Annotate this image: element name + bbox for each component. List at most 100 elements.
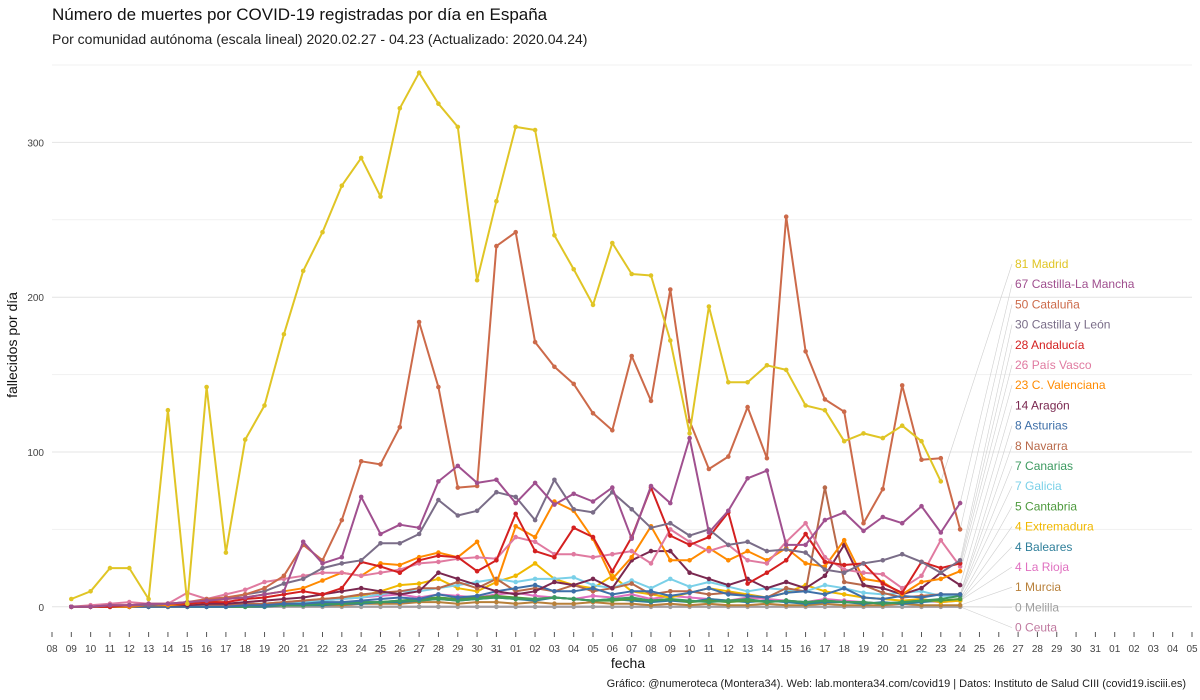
data-point xyxy=(841,592,847,597)
series-end-value: 8 xyxy=(1015,419,1022,433)
data-point xyxy=(629,581,634,586)
series-end-name: Baleares xyxy=(1025,540,1072,554)
data-point xyxy=(668,520,673,526)
data-point xyxy=(726,542,731,548)
data-point xyxy=(552,502,557,507)
data-point xyxy=(803,561,808,566)
series-end-name: Ceuta xyxy=(1025,621,1057,635)
data-point xyxy=(803,520,808,526)
data-point xyxy=(822,485,828,490)
data-point xyxy=(320,565,325,571)
series-end-name: Galicia xyxy=(1025,479,1062,493)
x-tick-label: 07 xyxy=(626,644,638,655)
data-point xyxy=(378,194,383,199)
data-point xyxy=(436,384,441,390)
data-point xyxy=(552,364,557,370)
data-point xyxy=(339,554,345,560)
data-point xyxy=(474,539,480,545)
series-end-value: 0 xyxy=(1015,621,1022,635)
leader-line xyxy=(959,324,1013,561)
leader-line xyxy=(960,586,1013,606)
series-end-label: 8 Navarra xyxy=(1015,439,1068,453)
data-point xyxy=(745,404,750,410)
data-point xyxy=(726,454,731,459)
series-end-name: C. Valenciana xyxy=(1032,378,1106,392)
x-tick-label: 02 xyxy=(1128,644,1140,655)
data-point xyxy=(532,548,538,554)
data-point xyxy=(861,576,866,582)
data-point xyxy=(320,229,325,235)
data-point xyxy=(648,273,654,278)
x-tick-label: 30 xyxy=(472,644,484,655)
series-end-name: Cataluña xyxy=(1032,297,1080,311)
data-point xyxy=(494,558,499,563)
data-point xyxy=(610,576,615,582)
data-point xyxy=(107,565,113,571)
series-end-value: 0 xyxy=(1015,600,1022,614)
series-end-label: 28 Andalucía xyxy=(1015,338,1085,352)
data-point xyxy=(880,514,886,520)
data-point xyxy=(919,595,924,600)
data-point xyxy=(957,592,963,597)
data-point xyxy=(378,596,383,602)
y-axis-ticks: 0 100 200 300 xyxy=(27,138,44,613)
series-end-value: 4 xyxy=(1015,520,1022,534)
data-point xyxy=(88,604,93,610)
data-point xyxy=(378,541,383,546)
data-point xyxy=(880,585,886,591)
data-point xyxy=(822,559,828,565)
data-point xyxy=(242,595,248,600)
data-point xyxy=(957,602,963,608)
x-tick-label: 03 xyxy=(549,644,561,655)
data-point xyxy=(899,383,905,388)
data-point xyxy=(513,579,518,585)
data-point xyxy=(513,229,518,235)
data-point xyxy=(494,477,499,483)
series-end-label: 7 Canarias xyxy=(1015,459,1073,473)
data-point xyxy=(938,537,944,543)
x-tick-label: 01 xyxy=(1109,644,1121,655)
data-point xyxy=(668,500,673,506)
leader-line xyxy=(960,606,1013,628)
data-point xyxy=(629,554,634,560)
data-point xyxy=(378,564,383,569)
data-point xyxy=(938,592,944,597)
data-point xyxy=(745,589,750,594)
data-point xyxy=(764,599,770,605)
data-point xyxy=(416,531,422,537)
data-point xyxy=(648,525,654,531)
data-point xyxy=(378,531,383,537)
x-tick-label: 16 xyxy=(800,644,812,655)
x-tick-label: 01 xyxy=(510,644,522,655)
series-end-value: 26 xyxy=(1015,358,1029,372)
data-point xyxy=(668,338,673,343)
data-point xyxy=(745,380,750,385)
data-point xyxy=(726,592,731,597)
x-tick-label: 09 xyxy=(66,644,78,655)
series-end-name: Castilla y León xyxy=(1032,318,1111,332)
data-point xyxy=(474,480,480,486)
data-point xyxy=(668,287,673,292)
data-point xyxy=(339,595,345,600)
data-point xyxy=(513,511,518,517)
data-point xyxy=(513,573,518,579)
data-point xyxy=(706,576,712,582)
data-point xyxy=(610,485,615,490)
series-end-value: 4 xyxy=(1015,560,1022,574)
chart-caption: Gráfico: @numeroteca (Montera34). Web: l… xyxy=(606,678,1186,690)
data-point xyxy=(822,397,828,402)
data-point xyxy=(880,601,886,606)
data-point xyxy=(494,595,499,600)
data-point xyxy=(339,561,345,566)
data-point xyxy=(899,590,905,596)
data-point xyxy=(474,554,480,560)
data-point xyxy=(803,585,808,591)
data-point xyxy=(571,582,576,588)
data-point xyxy=(378,462,383,467)
data-point xyxy=(513,596,518,602)
data-point xyxy=(899,520,905,526)
data-point xyxy=(513,494,518,500)
data-point xyxy=(552,589,557,594)
data-point xyxy=(629,271,634,277)
data-point xyxy=(474,277,480,283)
